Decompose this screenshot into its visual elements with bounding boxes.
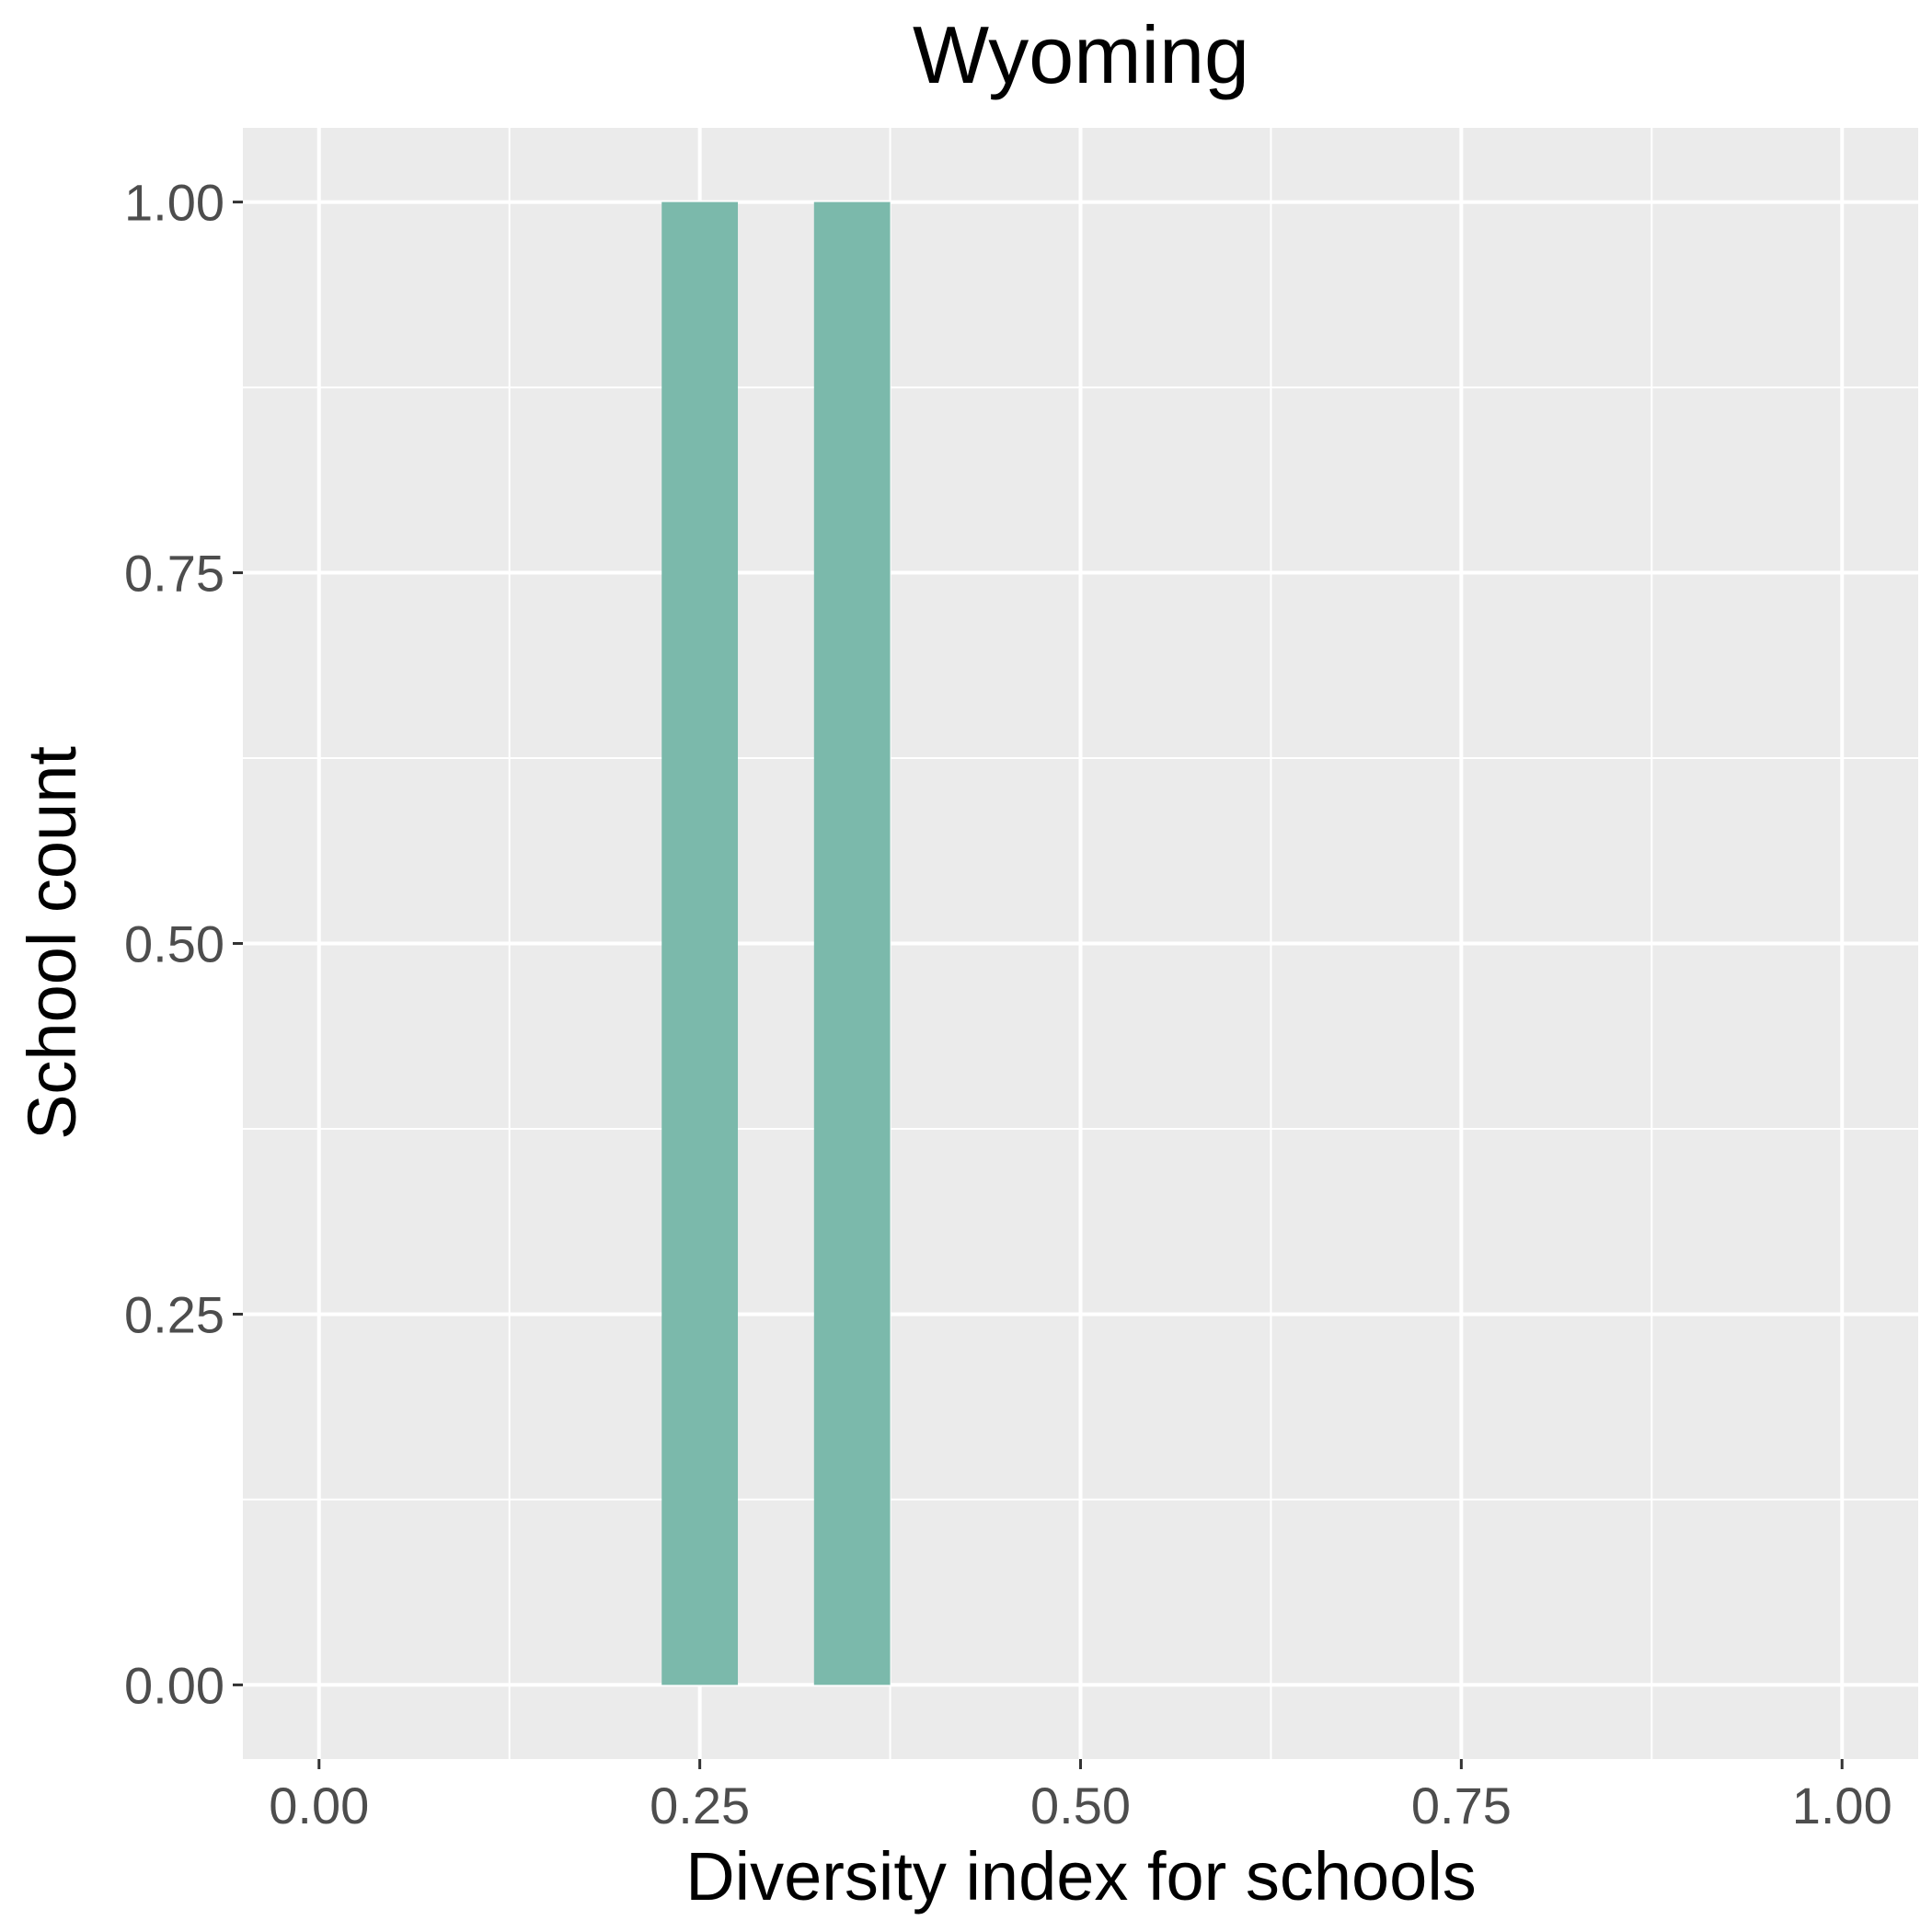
histogram-bar	[813, 201, 891, 1685]
x-tick-label: 0.25	[650, 1777, 750, 1834]
x-tick-label: 1.00	[1792, 1777, 1892, 1834]
histogram-bar	[661, 201, 739, 1685]
y-tick-label: 0.25	[124, 1285, 224, 1343]
y-tick-label: 0.75	[124, 545, 224, 603]
chart-title: Wyoming	[913, 9, 1249, 100]
x-tick-label: 0.50	[1030, 1777, 1131, 1834]
y-tick-label: 0.00	[124, 1656, 224, 1714]
histogram-bars	[661, 201, 891, 1685]
y-tick-label: 0.50	[124, 915, 224, 973]
x-axis-title: Diversity index for schools	[685, 1838, 1477, 1915]
y-axis-title: School count	[14, 746, 90, 1140]
x-tick-label: 0.75	[1411, 1777, 1512, 1834]
major-gridlines	[243, 128, 1918, 1759]
x-tick-label: 0.00	[269, 1777, 369, 1834]
x-axis: 0.00 0.25 0.50 0.75 1.00	[269, 1759, 1892, 1834]
y-axis: 0.00 0.25 0.50 0.75 1.00	[124, 174, 243, 1714]
y-tick-label: 1.00	[124, 174, 224, 232]
